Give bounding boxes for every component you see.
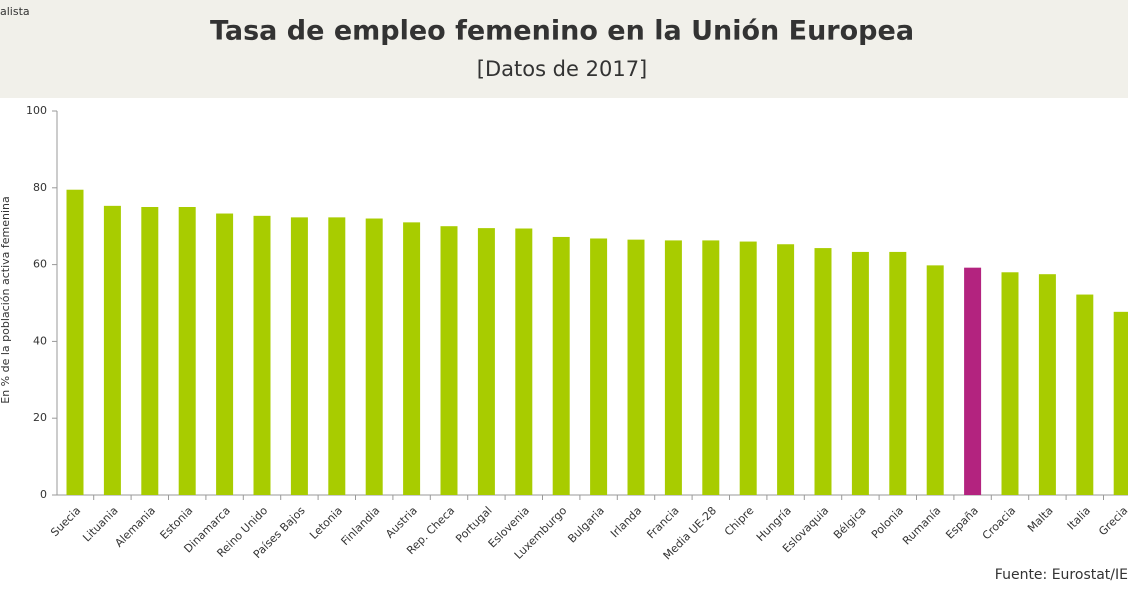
bar bbox=[103, 205, 121, 495]
bar bbox=[1001, 272, 1019, 495]
y-tick-label: 40 bbox=[33, 334, 47, 347]
bar bbox=[926, 265, 944, 495]
x-tick-label: Francia bbox=[644, 504, 681, 541]
x-tick-label: Polonia bbox=[869, 504, 906, 541]
x-tick-label: Alemania bbox=[112, 504, 158, 550]
bar bbox=[141, 207, 159, 495]
bar bbox=[440, 226, 458, 495]
chart-title: Tasa de empleo femenino en la Unión Euro… bbox=[210, 16, 914, 47]
bar bbox=[1113, 311, 1128, 495]
x-tick-label: Rumanía bbox=[900, 504, 943, 547]
bar bbox=[328, 217, 346, 496]
bar bbox=[515, 228, 533, 495]
bar bbox=[552, 236, 570, 495]
bar bbox=[739, 241, 757, 495]
bar bbox=[664, 240, 682, 495]
bar bbox=[403, 222, 421, 496]
x-tick-label: España bbox=[943, 504, 981, 542]
bar bbox=[889, 251, 907, 495]
x-tick-label: Estonia bbox=[158, 504, 196, 542]
x-tick-label: Croacia bbox=[980, 504, 1018, 542]
bar bbox=[253, 215, 271, 495]
bar bbox=[216, 213, 234, 495]
x-tick-label: Malta bbox=[1025, 504, 1056, 535]
bar bbox=[851, 251, 869, 495]
y-axis-label: En % de la población activa femenina bbox=[0, 196, 12, 403]
x-tick-label: Chipre bbox=[722, 504, 757, 539]
bar bbox=[702, 240, 720, 495]
bar bbox=[1076, 294, 1094, 495]
bar bbox=[814, 248, 832, 495]
x-tick-label: Letonia bbox=[307, 504, 345, 542]
footer: Fuente: Eurostat/IE bbox=[995, 567, 1128, 583]
chart-subtitle: [Datos de 2017] bbox=[477, 57, 648, 81]
bar bbox=[627, 239, 645, 495]
bar bbox=[66, 189, 84, 495]
x-tick-label: Bélgica bbox=[831, 504, 869, 542]
x-tick-label: Grecia bbox=[1096, 504, 1128, 538]
y-tick-label: 0 bbox=[40, 488, 47, 501]
x-tick-label: Italia bbox=[1065, 504, 1093, 532]
y-tick-label: 20 bbox=[33, 411, 47, 424]
x-tick-label: Suecia bbox=[48, 504, 83, 539]
x-tick-label: Austria bbox=[383, 504, 420, 541]
bar bbox=[178, 207, 196, 495]
x-tick-label: Bulgaria bbox=[565, 504, 606, 545]
bar bbox=[365, 218, 383, 495]
bar bbox=[290, 217, 308, 496]
bar bbox=[477, 228, 495, 495]
y-tick-label: 100 bbox=[26, 104, 47, 117]
bar bbox=[777, 244, 795, 495]
bar bbox=[1038, 274, 1056, 495]
x-tick-label: Irlanda bbox=[608, 504, 644, 540]
bar bbox=[964, 267, 982, 495]
source-mark: alista bbox=[0, 5, 30, 18]
header-band bbox=[0, 0, 1128, 98]
y-tick-label: 60 bbox=[33, 258, 47, 271]
bar bbox=[590, 238, 608, 495]
x-tick-label: Finlandia bbox=[339, 504, 383, 548]
y-tick-label: 80 bbox=[33, 181, 47, 194]
